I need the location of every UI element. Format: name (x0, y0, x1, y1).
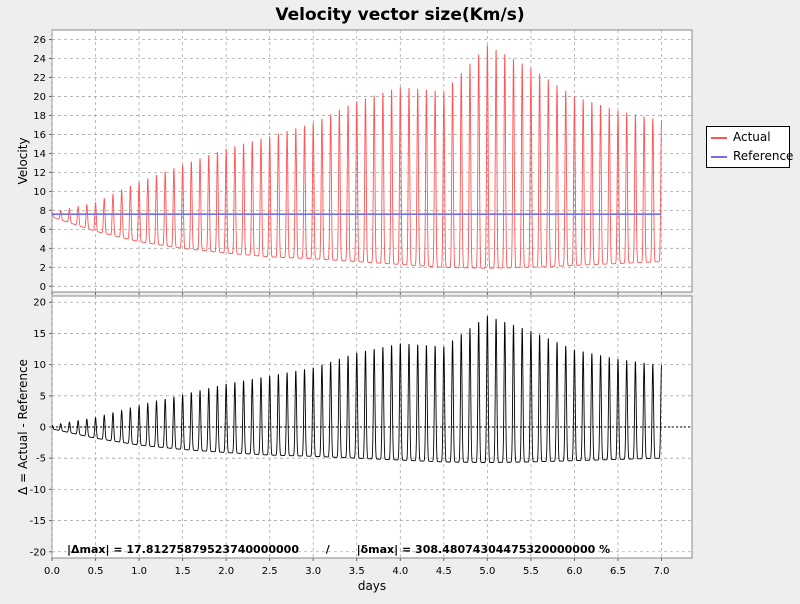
legend-label-reference: Reference (733, 149, 794, 163)
x-tick-label: 4.0 (392, 566, 408, 577)
y-tick-label: -10 (30, 485, 46, 496)
y-tick-label: 14 (33, 149, 46, 160)
x-tick-label: 1.5 (175, 566, 191, 577)
x-tick-label: 2.0 (218, 566, 234, 577)
y-tick-label: 6 (40, 225, 46, 236)
x-tick-label: 1.0 (131, 566, 147, 577)
y-tick-label: 10 (33, 187, 46, 198)
x-tick-label: 3.0 (305, 566, 321, 577)
series-delta-line (51, 315, 662, 463)
y-tick-label: 2 (40, 263, 46, 274)
legend-item-reference: Reference (711, 147, 793, 165)
y-tick-label: -20 (30, 547, 46, 558)
y-tick-label: 15 (33, 329, 46, 340)
y-tick-label: 20 (33, 298, 46, 309)
bottom-plot: 0.0 0.5 1.0 1.5 2.0 2.5 3.0 3.5 4.0 4.5 5.0 5.5 6.0 6… (30, 295, 693, 577)
y-tick-label: 22 (33, 73, 46, 84)
x-tick-label: 0.5 (88, 566, 104, 577)
y-tick-label: -5 (36, 454, 46, 465)
y-tick-label: -15 (30, 516, 46, 527)
delta-max-annotation: |Δmax| = 17.81275879523740000000 / |δmax… (67, 543, 610, 556)
y-tick-label: 10 (33, 360, 46, 371)
series-actual-line (51, 45, 662, 269)
y-tick-label: 26 (33, 35, 46, 46)
x-tick-label: 2.5 (262, 566, 278, 577)
x-tick-label: 3.5 (349, 566, 365, 577)
x-tick-label: 7.0 (654, 566, 670, 577)
x-tick-label: 6.0 (566, 566, 582, 577)
x-tick-label: 5.5 (523, 566, 539, 577)
y-tick-label: 4 (40, 244, 46, 255)
y-tick-label: 0 (40, 423, 46, 434)
top-y-axis-label: Velocity (16, 137, 30, 184)
chart-title: Velocity vector size(Km/s) (275, 5, 524, 25)
y-tick-label: 24 (33, 54, 46, 65)
legend-swatch-actual (711, 137, 727, 139)
legend-label-actual: Actual (733, 130, 771, 144)
bottom-y-axis-label: Δ = Actual - Reference (16, 359, 30, 495)
x-tick-label: 5.0 (479, 566, 495, 577)
legend: Actual Reference (706, 126, 793, 168)
x-axis-label: days (358, 579, 386, 593)
x-tick-label: 6.5 (610, 566, 626, 577)
legend-swatch-reference (711, 156, 727, 158)
y-tick-label: 18 (33, 111, 46, 122)
y-tick-label: 16 (33, 130, 46, 141)
y-tick-label: 12 (33, 168, 46, 179)
y-tick-label: 5 (40, 391, 46, 402)
y-tick-label: 8 (40, 206, 46, 217)
x-tick-label: 0.0 (44, 566, 60, 577)
x-tick-label: 4.5 (436, 566, 452, 577)
y-tick-label: 20 (33, 92, 46, 103)
y-tick-label: 0 (40, 282, 46, 293)
legend-item-actual: Actual (711, 128, 787, 146)
plot-area-top (51, 29, 693, 293)
